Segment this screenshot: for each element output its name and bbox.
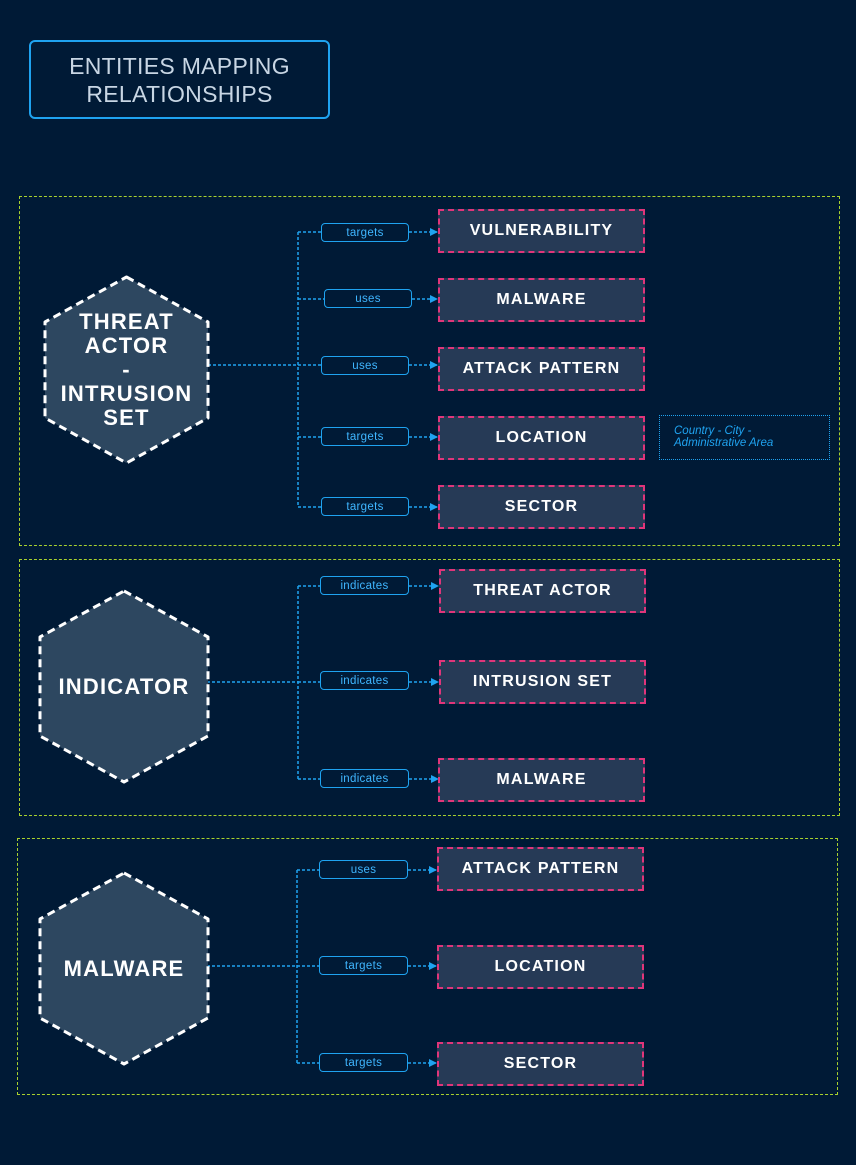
relation-label: targets [319, 1053, 408, 1072]
source-label: THREAT ACTOR - INTRUSION SET [60, 309, 193, 430]
hexagon-shape [43, 275, 210, 465]
relation-label: indicates [320, 769, 409, 788]
source-label: INDICATOR [58, 673, 190, 699]
target-entity-intrusion-set: INTRUSION SET [439, 660, 646, 704]
relation-label: indicates [320, 576, 409, 595]
relation-label: indicates [320, 671, 409, 690]
section-malware [17, 838, 838, 1095]
target-entity-threat-actor: THREAT ACTOR [439, 569, 646, 613]
location-note: Country - City - Administrative Area [659, 415, 830, 460]
hexagon-shape [38, 871, 210, 1066]
relation-label: uses [321, 356, 409, 375]
relation-label: uses [324, 289, 412, 308]
relation-label: targets [321, 497, 409, 516]
relation-label: targets [319, 956, 408, 975]
diagram-title: ENTITIES MAPPING RELATIONSHIPS [29, 40, 330, 119]
target-entity-malware: MALWARE [438, 758, 645, 802]
target-entity-sector: SECTOR [437, 1042, 644, 1086]
target-entity-attack-pattern: ATTACK PATTERN [437, 847, 644, 891]
section-threat-actor [19, 196, 840, 546]
section-indicator [19, 559, 840, 816]
hexagon-shape [38, 589, 210, 784]
target-entity-attack-pattern: ATTACK PATTERN [438, 347, 645, 391]
relation-label: uses [319, 860, 408, 879]
relation-label: targets [321, 427, 409, 446]
relation-label: targets [321, 223, 409, 242]
source-node-threat-actor-intrusion-set: THREAT ACTOR - INTRUSION SET [43, 275, 210, 465]
target-entity-sector: SECTOR [438, 485, 645, 529]
target-entity-malware: MALWARE [438, 278, 645, 322]
source-node-malware: MALWARE [38, 871, 210, 1066]
source-node-indicator: INDICATOR [38, 589, 210, 784]
target-entity-location: LOCATION [437, 945, 644, 989]
target-entity-vulnerability: VULNERABILITY [438, 209, 645, 253]
target-entity-location: LOCATION [438, 416, 645, 460]
source-label: MALWARE [63, 955, 185, 981]
